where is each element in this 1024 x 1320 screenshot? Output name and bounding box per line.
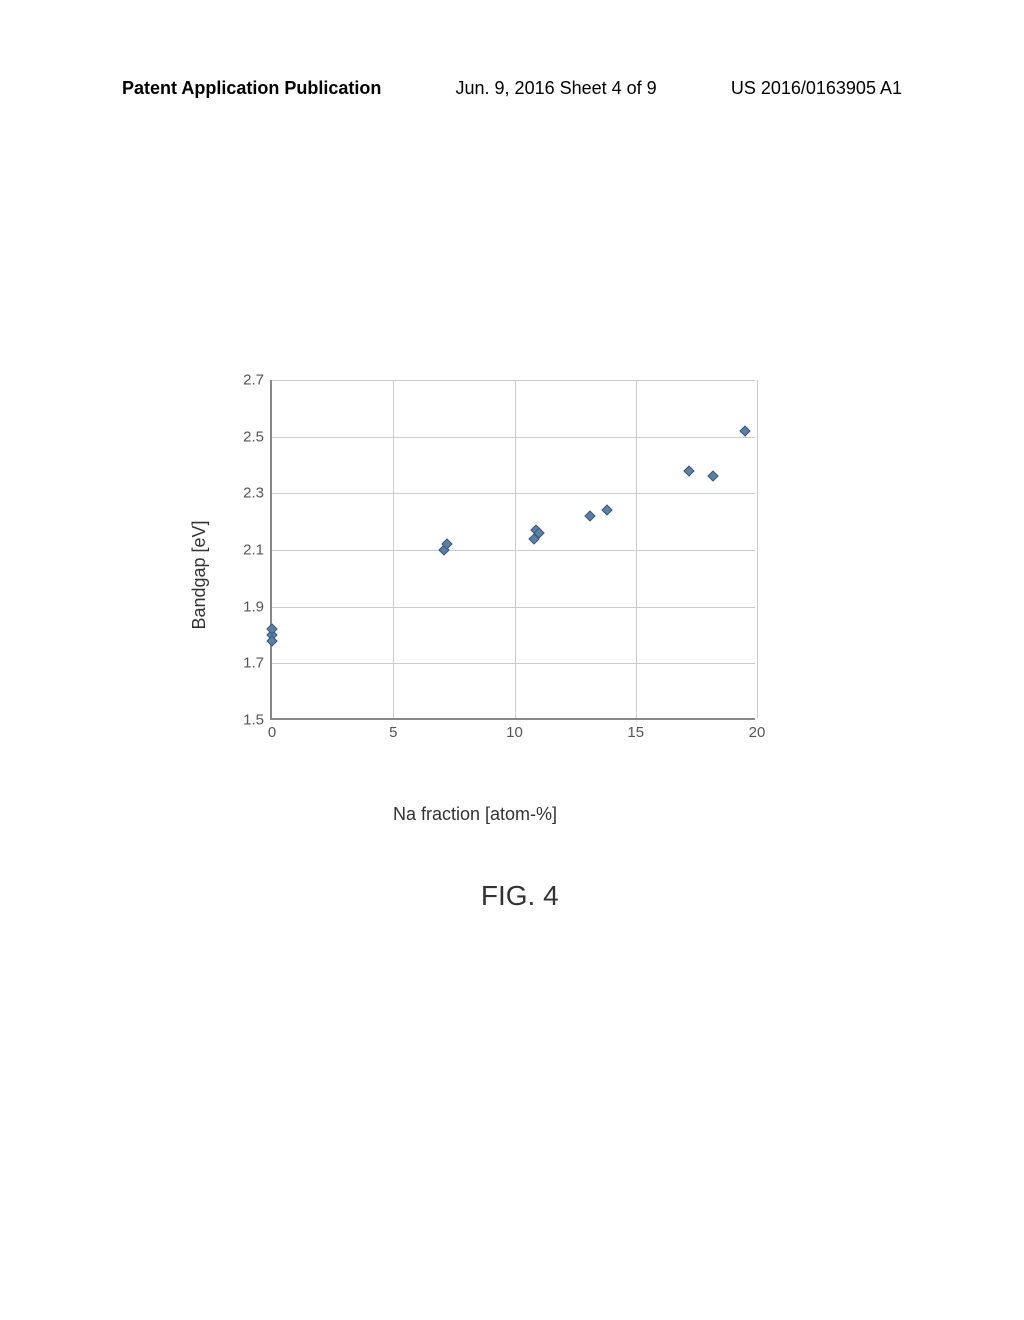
y-tick-label: 2.7 bbox=[243, 372, 264, 389]
scatter-chart: Bandgap [eV] 1.51.71.92.12.32.52.7051015… bbox=[195, 380, 755, 770]
gridline-horizontal bbox=[272, 493, 755, 494]
gridline-horizontal bbox=[272, 607, 755, 608]
header-publication-number: US 2016/0163905 A1 bbox=[731, 78, 902, 99]
gridline-vertical bbox=[757, 380, 758, 718]
y-tick-label: 1.5 bbox=[243, 712, 264, 729]
header-publication-type: Patent Application Publication bbox=[122, 78, 381, 99]
x-axis-label: Na fraction [atom-%] bbox=[393, 804, 557, 825]
x-tick-label: 0 bbox=[268, 724, 276, 741]
x-tick-label: 10 bbox=[506, 724, 523, 741]
x-tick-label: 5 bbox=[389, 724, 397, 741]
data-point bbox=[708, 471, 719, 482]
data-point bbox=[584, 510, 595, 521]
data-point bbox=[601, 505, 612, 516]
page-header: Patent Application Publication Jun. 9, 2… bbox=[0, 78, 1024, 99]
data-point bbox=[739, 425, 750, 436]
y-tick-label: 2.1 bbox=[243, 542, 264, 559]
x-tick-label: 20 bbox=[749, 724, 766, 741]
gridline-vertical bbox=[636, 380, 637, 718]
plot-area: 1.51.71.92.12.32.52.705101520 bbox=[270, 380, 755, 720]
gridline-horizontal bbox=[272, 663, 755, 664]
y-tick-label: 2.5 bbox=[243, 428, 264, 445]
header-date-sheet: Jun. 9, 2016 Sheet 4 of 9 bbox=[456, 78, 657, 99]
gridline-vertical bbox=[393, 380, 394, 718]
figure-label: FIG. 4 bbox=[481, 880, 559, 912]
y-tick-label: 2.3 bbox=[243, 485, 264, 502]
y-axis-label: Bandgap [eV] bbox=[189, 520, 210, 629]
y-tick-label: 1.9 bbox=[243, 598, 264, 615]
gridline-horizontal bbox=[272, 550, 755, 551]
gridline-horizontal bbox=[272, 380, 755, 381]
y-tick-label: 1.7 bbox=[243, 655, 264, 672]
x-tick-label: 15 bbox=[627, 724, 644, 741]
data-point bbox=[683, 465, 694, 476]
gridline-horizontal bbox=[272, 437, 755, 438]
gridline-vertical bbox=[515, 380, 516, 718]
